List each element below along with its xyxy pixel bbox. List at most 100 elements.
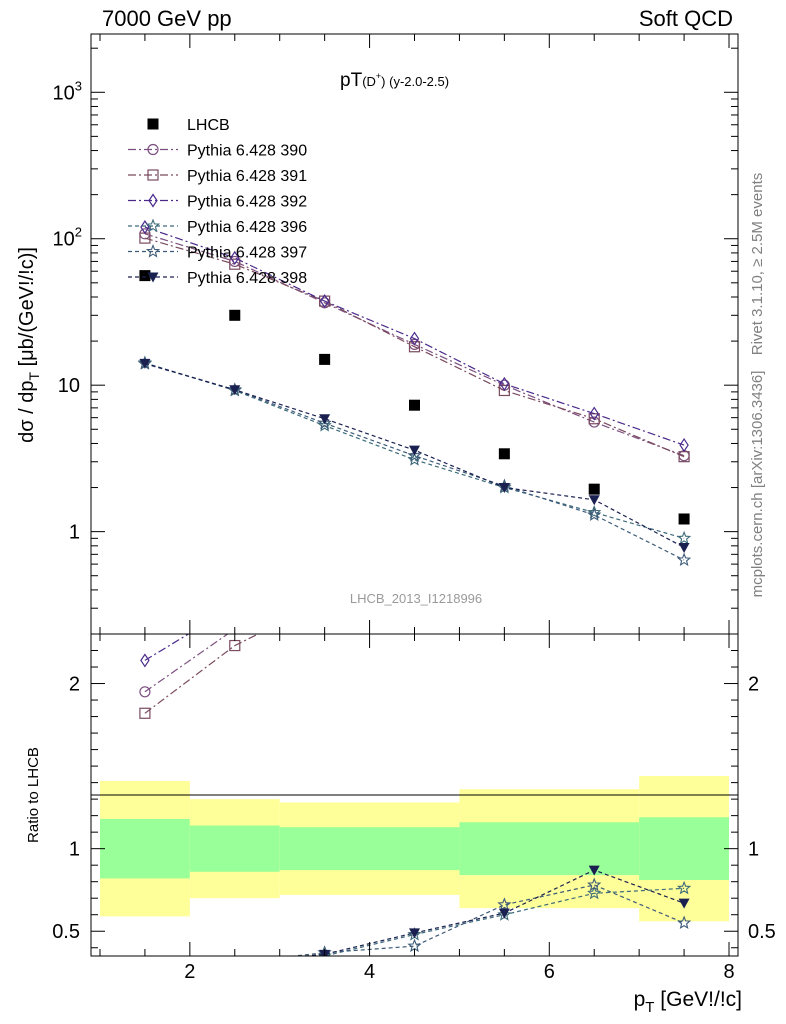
ratio-band-inner-4	[639, 817, 730, 881]
main-point-p392-4	[499, 376, 510, 392]
ratio-point-p390-3	[410, 579, 420, 589]
main-point-p398-0	[139, 358, 151, 369]
ratio-band-inner-1	[189, 825, 280, 872]
main-axis-ticks: 1 10 102 103	[53, 34, 738, 635]
main-point-data-4	[498, 448, 510, 460]
ratio-point-p391-4	[499, 563, 509, 573]
ratio-point-p398-5	[588, 865, 600, 876]
main-point-p398-1	[229, 385, 241, 396]
main-point-data-5	[588, 483, 600, 495]
ratio-point-p396-5	[587, 885, 602, 900]
ratio-y-axis-label: Ratio to LHCB	[25, 747, 42, 843]
ratio-ytick-label-left: 2	[69, 674, 80, 696]
main-y-axis-label: dσ / dpT [μb/(GeV!/!c)]	[16, 247, 42, 443]
main-point-p397-5	[587, 507, 602, 522]
legend-label-p397: Pythia 6.428 397	[187, 245, 307, 262]
main-point-p397-3	[407, 448, 422, 462]
main-series-group	[137, 220, 692, 567]
ratio-point-p397-6	[676, 915, 692, 929]
ratio-point-p391-0	[139, 707, 151, 719]
ratio-ytick-label-left: 0.5	[52, 921, 80, 943]
main-point-p392-1	[230, 250, 240, 265]
ratio-band-inner-0	[99, 818, 190, 879]
ratio-point-p397-0	[139, 967, 150, 978]
ratio-point-p390-2	[320, 608, 330, 618]
ratio-point-p392-6	[680, 479, 688, 491]
main-point-p398-4	[498, 483, 510, 494]
main-point-p398-5	[588, 495, 600, 506]
x-tick-label: 2	[184, 961, 195, 983]
ratio-point-p390-4	[499, 523, 509, 533]
ratio-ytick-label-right: 0.5	[748, 921, 776, 943]
main-point-p397-6	[676, 552, 692, 567]
ratio-point-p391-6	[679, 570, 689, 580]
main-ytick-label: 102	[53, 225, 82, 251]
ratio-point-p391-2	[320, 596, 330, 606]
ratio-point-p398-3	[409, 928, 420, 939]
legend-marker-p398	[147, 272, 159, 283]
main-point-data-2	[319, 353, 331, 365]
legend-marker-p390	[147, 143, 159, 156]
legend-marker-p397	[145, 243, 161, 258]
ratio-point-p392-5	[590, 466, 598, 478]
ratio-band-inner-3	[459, 822, 640, 876]
legend-label-p391: Pythia 6.428 391	[187, 168, 307, 185]
main-point-p392-6	[679, 437, 689, 453]
chart-title: pT(D+) (y-2.0-2.5)	[340, 70, 449, 91]
legend-label-p396: Pythia 6.428 396	[187, 219, 307, 236]
main-point-p392-2	[319, 294, 330, 309]
ratio-point-p396-6	[676, 880, 692, 895]
ratio-point-p397-4	[497, 897, 512, 911]
ratio-point-p392-3	[411, 537, 419, 549]
ratio-point-p397-3	[407, 938, 422, 953]
legend-label-p390: Pythia 6.428 390	[187, 143, 307, 160]
main-point-p392-5	[589, 406, 599, 421]
ratio-line-p396	[316, 887, 685, 956]
ratio-line-p390	[144, 634, 229, 693]
ratio-point-p396-1	[234, 955, 236, 956]
ratio-point-p398-1	[229, 958, 240, 968]
main-point-p391-1	[229, 258, 241, 270]
x-tick-label: 6	[544, 961, 555, 983]
main-point-p392-0	[140, 220, 150, 235]
x-axis-label: pT [GeV!/!c]	[634, 988, 742, 1016]
ratio-line-p391	[144, 634, 260, 714]
ratio-point-p397-5	[587, 877, 602, 891]
main-point-p391-3	[408, 341, 421, 353]
ratio-point-p392-2	[321, 595, 329, 607]
ratio-point-p398-4	[498, 908, 510, 919]
legend: LHCB Pythia 6.428 390 Pythia 6.428 391 Pyth…	[128, 117, 307, 287]
main-point-p396-2	[317, 418, 332, 432]
legend-marker-data	[147, 118, 159, 130]
main-line-p392	[144, 226, 685, 446]
ratio-point-p392-0	[140, 653, 150, 668]
main-point-data-3	[409, 399, 420, 411]
ratio-point-p396-0	[139, 967, 150, 978]
ratio-point-p397-1	[234, 955, 236, 956]
x-tick-label: 4	[364, 961, 375, 983]
main-point-p396-5	[587, 505, 602, 519]
ratio-point-p396-2	[317, 948, 332, 956]
ratio-point-p398-0	[139, 968, 150, 978]
ratio-ytick-label-right: 2	[748, 674, 759, 696]
rivet-info-text: Rivet 3.1.10, ≥ 2.5M events	[749, 173, 766, 356]
ratio-point-p390-5	[589, 535, 599, 545]
ratio-uncertainty-bands	[99, 776, 730, 922]
main-point-p398-6	[678, 542, 690, 553]
ratio-point-p392-1	[231, 600, 239, 612]
ratio-point-p392-4	[500, 512, 508, 524]
main-point-p392-3	[409, 331, 420, 346]
legend-marker-p391	[147, 169, 159, 181]
x-tick-label: 8	[723, 961, 734, 983]
legend-label-p398: Pythia 6.428 398	[187, 270, 307, 287]
ratio-point-p390-0	[139, 686, 151, 698]
ratio-point-p398-6	[678, 898, 690, 909]
main-point-data-1	[229, 309, 241, 321]
main-point-data-0	[139, 270, 151, 282]
main-ytick-label: 103	[53, 78, 82, 104]
main-point-data-6	[678, 513, 690, 525]
ratio-ytick-label-right: 1	[748, 839, 759, 861]
analysis-watermark: LHCB_2013_I1218996	[350, 591, 482, 606]
legend-marker-p396	[145, 218, 161, 233]
